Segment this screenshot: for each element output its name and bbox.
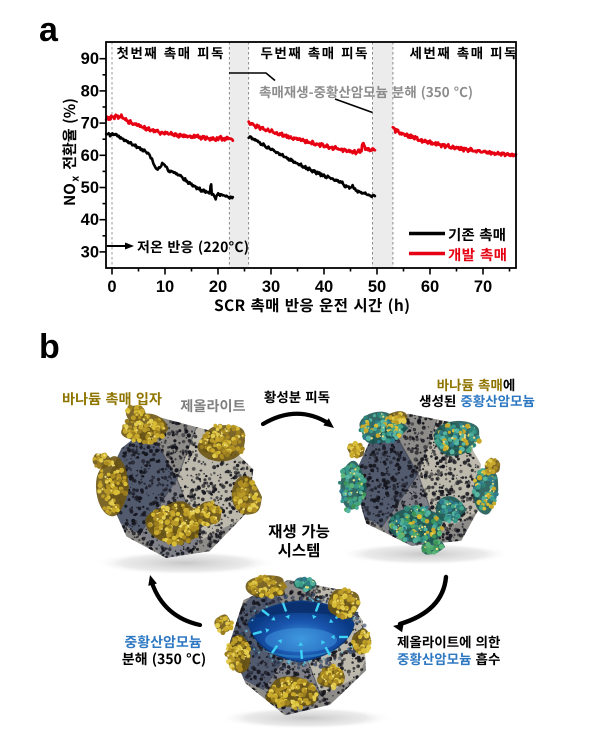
svg-text:70: 70 <box>474 278 492 296</box>
svg-text:20: 20 <box>209 278 227 296</box>
svg-text:50: 50 <box>368 278 386 296</box>
svg-text:0: 0 <box>107 278 116 296</box>
svg-text:a: a <box>39 11 59 49</box>
svg-text:10: 10 <box>156 278 174 296</box>
svg-text:60: 60 <box>421 278 439 296</box>
svg-text:60: 60 <box>81 147 99 165</box>
svg-text:30: 30 <box>81 243 99 261</box>
svg-text:b: b <box>39 328 60 366</box>
svg-text:30: 30 <box>262 278 280 296</box>
svg-text:80: 80 <box>81 82 99 100</box>
svg-text:40: 40 <box>81 211 99 229</box>
svg-text:90: 90 <box>81 50 99 68</box>
svg-text:70: 70 <box>81 115 99 133</box>
svg-text:50: 50 <box>81 179 99 197</box>
svg-text:40: 40 <box>315 278 333 296</box>
